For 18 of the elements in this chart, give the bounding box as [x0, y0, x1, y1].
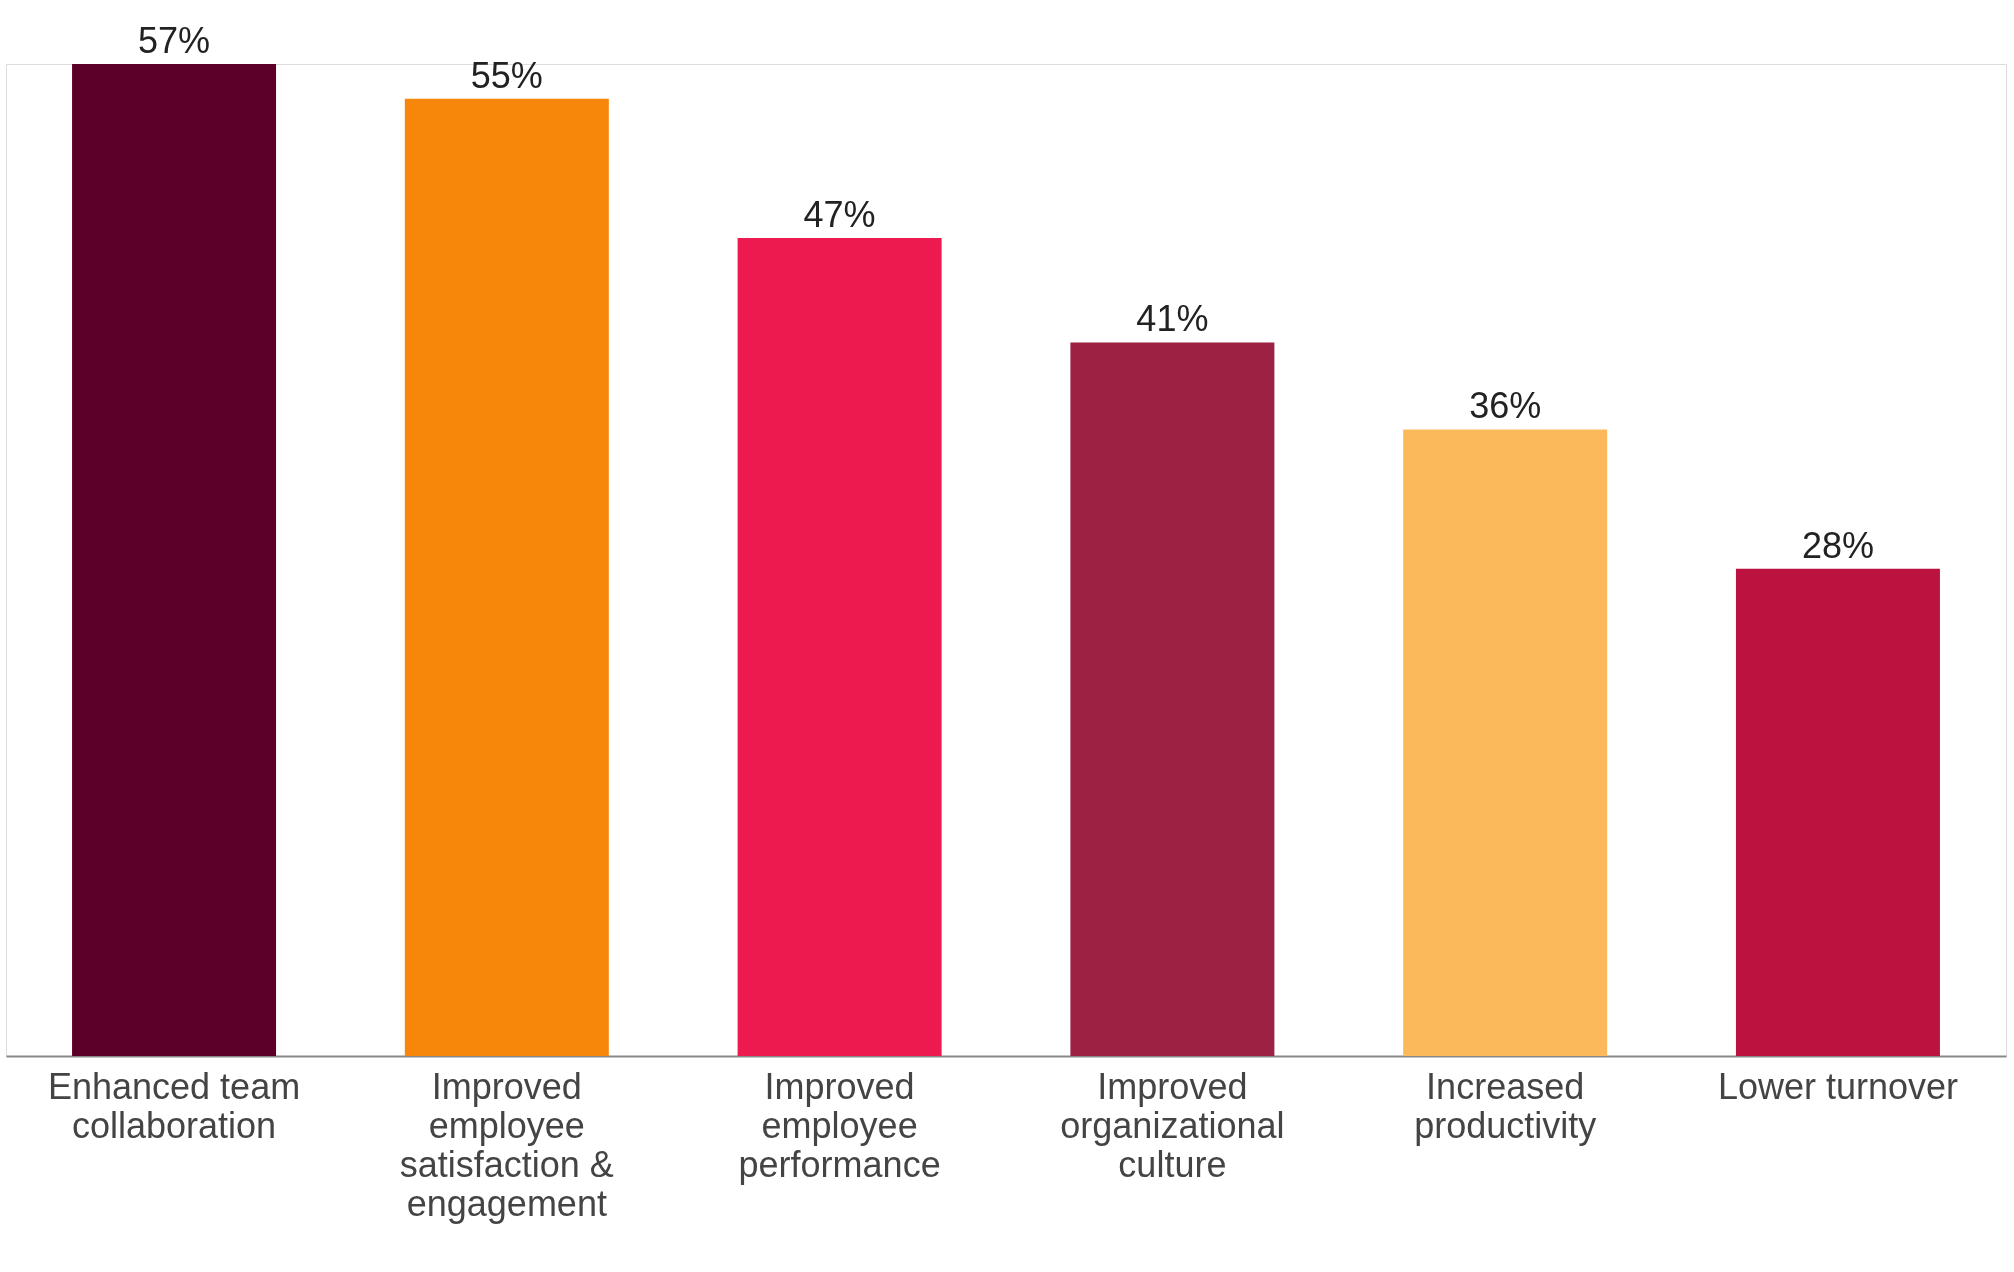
- x-tick-label: Improved employee performance: [738, 1065, 941, 1185]
- data-label: 36%: [1469, 385, 1542, 427]
- data-label: 47%: [803, 194, 876, 236]
- x-tick-label: Improved organizational culture: [1060, 1065, 1285, 1185]
- x-tick-label: Lower turnover: [1717, 1065, 1959, 1107]
- bar: [72, 64, 277, 1056]
- data-label: 57%: [138, 20, 211, 61]
- x-tick-label: Increased productivity: [1414, 1065, 1597, 1146]
- bar: [737, 238, 942, 1056]
- data-label: 41%: [1136, 298, 1209, 340]
- data-label: 28%: [1801, 524, 1874, 566]
- x-tick-label: Enhanced team collaboration: [47, 1065, 301, 1146]
- bar: [1070, 342, 1275, 1056]
- data-label: 55%: [470, 54, 543, 96]
- bar: [404, 98, 609, 1056]
- bar: [1735, 568, 1940, 1056]
- bar: [1403, 429, 1608, 1056]
- x-tick-label: Improved employee satisfaction & engagement: [399, 1065, 614, 1224]
